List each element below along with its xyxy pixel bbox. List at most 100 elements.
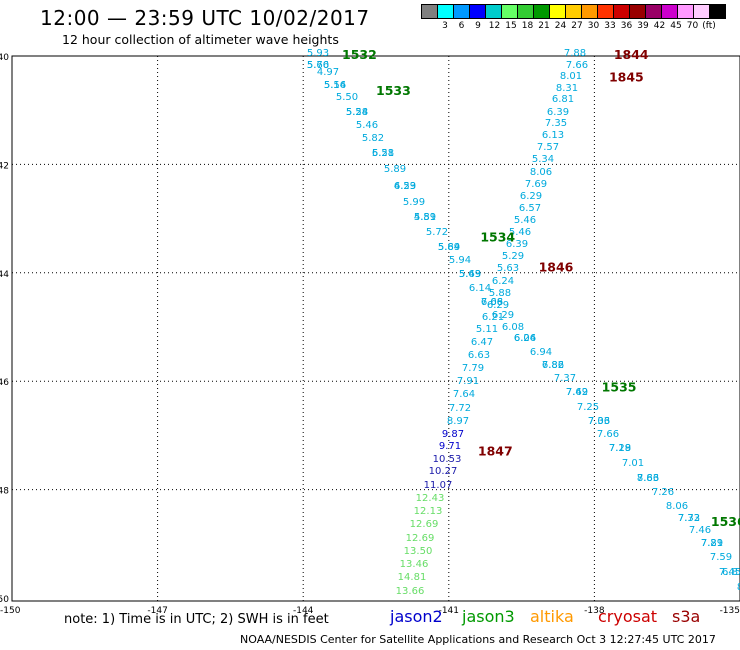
wave-height-value: 5.28	[346, 107, 368, 118]
chart-subtitle: 12 hour collection of altimeter wave hei…	[62, 32, 339, 47]
satellite-altika-label: altika	[530, 607, 574, 626]
satellite-cryosat-label: cryosat	[598, 607, 658, 626]
footer-credit: NOAA/NESDIS Center for Satellite Applica…	[240, 633, 716, 646]
wave-height-value: 11.07	[424, 480, 453, 491]
wave-height-value: 7.72	[678, 513, 700, 524]
legend-label: 18	[521, 21, 534, 31]
wave-height-value: 7.06	[481, 297, 503, 308]
wave-height-value: 4.81	[414, 212, 436, 223]
wave-height-value: 6.63	[468, 350, 490, 361]
legend-label: 6	[458, 21, 465, 31]
wave-height-value: 12.43	[416, 493, 445, 504]
lon-tick-label: -141	[439, 606, 459, 616]
legend-label: 33	[604, 21, 616, 31]
wave-height-value: 7.49	[566, 387, 588, 398]
wave-height-value: 5.88	[489, 288, 511, 299]
wave-height-value: 6.04	[514, 333, 536, 344]
wave-height-value: 8.01	[560, 71, 582, 82]
wave-height-value: 8.31	[556, 83, 578, 94]
wave-height-value: 7.66	[597, 429, 619, 440]
wave-height-value: 5.58	[372, 148, 394, 159]
wave-height-value: 7.29	[701, 538, 723, 549]
wave-height-value: 9.71	[439, 441, 461, 452]
wave-height-value: 7.66	[566, 60, 588, 71]
wave-height-value: 6.47	[471, 337, 493, 348]
wave-height-value: 13.46	[400, 559, 429, 570]
wave-height-value: 8	[737, 582, 740, 593]
wave-height-value: 5.54	[346, 107, 368, 118]
lon-tick-label: -135	[720, 606, 740, 616]
wave-height-value: 7.91	[457, 376, 479, 387]
wave-height-value: 10.27	[429, 466, 458, 477]
wave-height-value: 12.69	[406, 533, 435, 544]
legend-label: 36	[620, 21, 633, 31]
wave-height-value: 5.93	[307, 48, 329, 59]
legend-label: 3	[442, 21, 448, 31]
legend-label: 30	[587, 21, 600, 31]
wave-height-value: 5.46	[509, 227, 531, 238]
pass-time-label: 1536	[711, 514, 740, 529]
wave-height-value: 6.24	[492, 276, 514, 287]
wave-height-value: 6.57	[519, 203, 541, 214]
wave-height-value: 7.29	[609, 443, 631, 454]
lat-tick-label: -50	[0, 595, 9, 605]
wave-height-value: 8.97	[447, 416, 469, 427]
legend-unit: (ft)	[702, 21, 716, 31]
wave-height-value: 8.66	[637, 473, 659, 484]
wave-height-value: 5.94	[449, 255, 471, 266]
pass-time-label: 1847	[478, 444, 513, 459]
wave-height-value: 7.06	[588, 416, 610, 427]
wave-height-value: 5.99	[403, 197, 425, 208]
pass-time-label: 1846	[539, 259, 574, 274]
wave-height-value: 5.46	[514, 215, 536, 226]
pass-time-label: 1534	[480, 230, 515, 245]
wave-height-value: 6.39	[547, 107, 569, 118]
legend-label: 12	[488, 21, 501, 31]
wave-height-value: 5.63	[497, 263, 519, 274]
wave-height-value: 6.23	[394, 181, 416, 192]
lat-tick-label: -46	[0, 378, 9, 388]
legend-swatch	[709, 4, 726, 19]
wave-height-value: 5.50	[336, 92, 358, 103]
legend-labels: 3 6 9 12 15 18 21 24 27 30 33 36 39 42 45 70 (ft)	[421, 19, 740, 33]
lon-tick-label: -147	[147, 606, 167, 616]
wave-height-value: 7.62	[566, 387, 588, 398]
wave-height-value: 7.79	[462, 363, 484, 374]
legend-label: 27	[571, 21, 583, 31]
wave-height-value: 6.13	[542, 130, 564, 141]
legend-swatches	[421, 4, 740, 19]
wave-height-value: 7.46	[689, 525, 711, 536]
lon-tick-label: -144	[293, 606, 314, 616]
wave-height-value: 8.06	[530, 167, 552, 178]
legend-label: 39	[637, 21, 649, 31]
lon-tick-label: -150	[0, 606, 21, 616]
legend-label: 21	[538, 21, 550, 31]
wave-height-value: 9.87	[442, 429, 464, 440]
wave-height-value: 5.64	[438, 242, 460, 253]
legend-label: 9	[475, 21, 481, 31]
wave-height-value: 7.57	[537, 142, 559, 153]
wave-height-value: 5.89	[384, 164, 406, 175]
wave-height-value: 7.33	[678, 513, 700, 524]
wave-height-value: 4.59	[394, 181, 416, 192]
wave-height-value: 5.89	[438, 242, 460, 253]
note-text: note: 1) Time is in UTC; 2) SWH is in fe…	[64, 612, 329, 627]
wave-height-value: 6.8	[722, 567, 738, 578]
wave-height-value: 5.70	[307, 60, 329, 71]
wave-height-value: 7.64	[453, 389, 475, 400]
legend-label: 42	[653, 21, 666, 31]
wave-height-value: 6.29	[492, 310, 514, 321]
lat-tick-label: -40	[0, 53, 9, 63]
wave-height-value: 6.29	[520, 191, 542, 202]
wave-height-value: 13.66	[396, 586, 425, 597]
wave-height-value: 6.39	[506, 239, 528, 250]
wave-height-value: 6.26	[514, 333, 536, 344]
lat-tick-label: -42	[0, 161, 9, 171]
pass-time-label: 1532	[342, 47, 377, 62]
wave-height-value: 6.21	[482, 312, 504, 323]
lat-tick-label: -48	[0, 487, 9, 497]
axis-labels: -40 -42 -44 -46 -48 -50-150 -147 -144 -141 -138 -1…	[0, 53, 740, 616]
chart-title: 12:00 — 23:59 UTC 10/02/2017	[40, 6, 370, 30]
wave-height-value: 7.72	[449, 403, 471, 414]
